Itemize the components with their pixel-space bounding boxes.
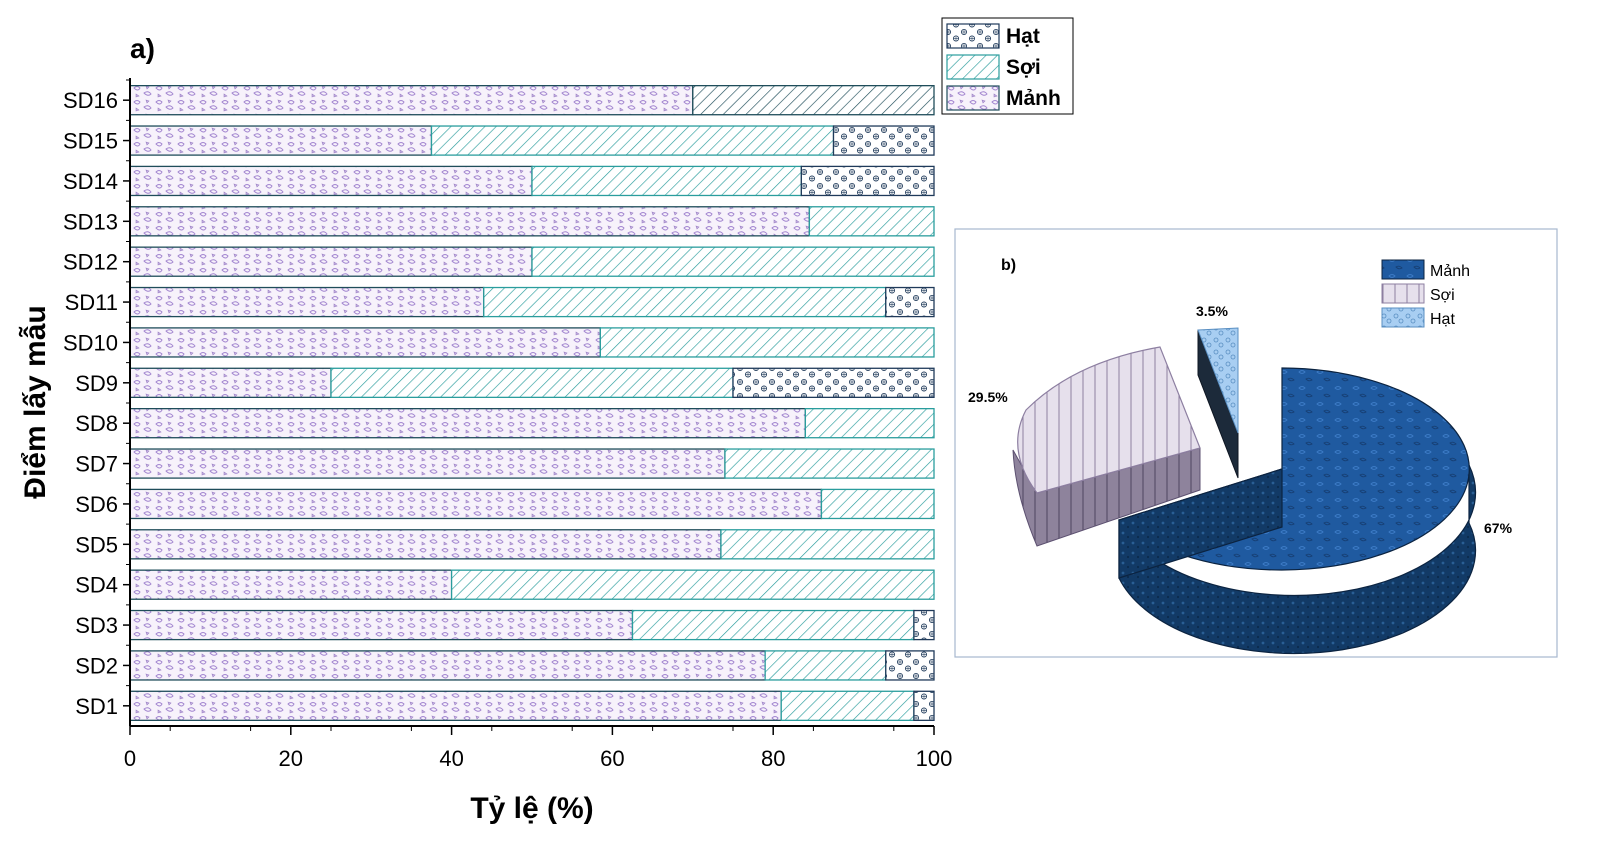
x-ticks: 0 20 40 60 80 100	[124, 726, 952, 771]
x-axis-label: Tỷ lệ (%)	[470, 792, 593, 825]
y-tick-label: SD7	[75, 452, 118, 477]
bar-soi-sd15	[430, 125, 835, 156]
y-tick-label: SD16	[63, 88, 118, 113]
y-tick-label: SD8	[75, 411, 118, 436]
bar-soi-sd14	[531, 165, 802, 197]
bar-group	[129, 85, 935, 721]
legend-a: Hạt Sợi Mảnh	[941, 17, 1074, 115]
pie-value-label-hat: 3.5%	[1196, 303, 1228, 319]
pie-slice-hat	[1197, 327, 1239, 434]
legend-b-swatch-manh	[1381, 259, 1425, 280]
legend-b: Mảnh Sợi Hạt	[1381, 259, 1470, 328]
bar-soi-sd10	[599, 327, 935, 358]
legend-a-label-soi: Sợi	[1006, 56, 1041, 79]
axes	[129, 78, 934, 727]
y-tick-label: SD12	[63, 250, 118, 275]
y-tick-label: SD15	[63, 129, 118, 154]
x-tick-label: 100	[916, 746, 953, 771]
y-ticks: SD16 SD15 SD14 SD13 SD12 SD11 SD10 SD9 SD8 SD7 SD6…	[63, 79, 130, 719]
bar-manh-sd3	[129, 609, 634, 641]
y-tick-label: SD4	[75, 573, 118, 598]
bar-soi-sd9	[330, 367, 734, 398]
bar-manh-sd7	[129, 448, 726, 479]
bar-manh-sd10	[129, 327, 601, 358]
bar-soi-sd8	[804, 408, 935, 439]
bar-soi-sd12	[531, 246, 935, 277]
legend-a-swatch-soi	[946, 54, 1000, 80]
legend-a-label-manh: Mảnh	[1006, 87, 1061, 110]
bar-manh-sd5	[129, 529, 722, 560]
bar-manh-sd4	[129, 569, 453, 600]
bar-soi-sd7	[724, 448, 935, 479]
legend-b-label-hat: Hạt	[1430, 311, 1455, 328]
bar-manh-sd2	[129, 650, 766, 681]
y-tick-label: SD14	[63, 169, 118, 194]
legend-b-swatch-soi	[1381, 283, 1425, 304]
bar-manh-sd16	[129, 85, 694, 116]
x-tick-label: 60	[600, 746, 624, 771]
pie-value-label-soi: 29.5%	[968, 389, 1008, 405]
y-tick-label: SD6	[75, 492, 118, 517]
y-tick-label: SD3	[75, 613, 118, 638]
bar-soi-sd16	[692, 85, 935, 116]
bar-soi-sd4	[450, 569, 935, 600]
y-tick-label: SD2	[75, 653, 118, 678]
y-axis-label: Điểm lấy mẫu	[18, 305, 52, 498]
bar-manh-sd13	[129, 206, 811, 237]
x-tick-label: 0	[124, 746, 136, 771]
bar-hat-sd3	[913, 609, 935, 641]
panel-a-label: a)	[130, 33, 155, 64]
bar-hat-sd2	[885, 650, 935, 681]
pie-slice-soi	[1017, 346, 1201, 494]
legend-a-label-hat: Hạt	[1006, 25, 1040, 48]
bar-soi-sd3	[631, 609, 915, 641]
pie-slice-manh-side	[1118, 464, 1477, 655]
bar-manh-sd15	[129, 125, 433, 156]
y-tick-label: SD5	[75, 532, 118, 557]
bar-soi-sd6	[820, 488, 935, 520]
bar-soi-sd13	[808, 206, 935, 237]
bar-soi-sd1	[780, 690, 915, 721]
legend-b-swatch-hat	[1381, 307, 1425, 328]
bar-hat-sd11	[885, 286, 935, 318]
legend-a-swatch-manh	[946, 85, 1000, 111]
x-tick-label: 80	[761, 746, 785, 771]
pie-value-label-manh: 67%	[1484, 520, 1513, 536]
bar-manh-sd6	[129, 488, 823, 520]
bar-hat-sd15	[832, 125, 935, 156]
x-tick-label: 40	[439, 746, 463, 771]
bar-manh-sd12	[129, 246, 533, 277]
bar-manh-sd1	[129, 690, 782, 721]
y-tick-label: SD10	[63, 330, 118, 355]
bar-soi-sd11	[483, 286, 887, 318]
bar-hat-sd1	[913, 690, 935, 721]
x-tick-label: 20	[279, 746, 303, 771]
bar-manh-sd14	[129, 165, 533, 197]
pie-slice-soi-side	[1012, 447, 1201, 547]
y-tick-label: SD9	[75, 371, 118, 396]
bar-manh-sd11	[129, 286, 485, 318]
bar-manh-sd8	[129, 408, 807, 439]
y-tick-label: SD11	[65, 290, 118, 315]
legend-b-label-soi: Sợi	[1430, 287, 1455, 304]
pie-slice-manh-cut	[1118, 468, 1283, 579]
bar-hat-sd9	[732, 367, 935, 398]
legend-b-label-manh: Mảnh	[1430, 263, 1470, 280]
bar-soi-sd5	[720, 529, 935, 560]
y-tick-label: SD13	[63, 209, 118, 234]
pie-panel: b) 67% 29.5% 3.5% Mảnh Sợi Hạt	[954, 228, 1558, 658]
y-tick-label: SD1	[75, 694, 118, 719]
bar-hat-sd14	[800, 165, 935, 197]
panel-b-label: b)	[1001, 257, 1016, 274]
bar-soi-sd2	[764, 650, 887, 681]
legend-a-swatch-hat	[946, 23, 1000, 49]
bar-manh-sd9	[129, 367, 332, 398]
